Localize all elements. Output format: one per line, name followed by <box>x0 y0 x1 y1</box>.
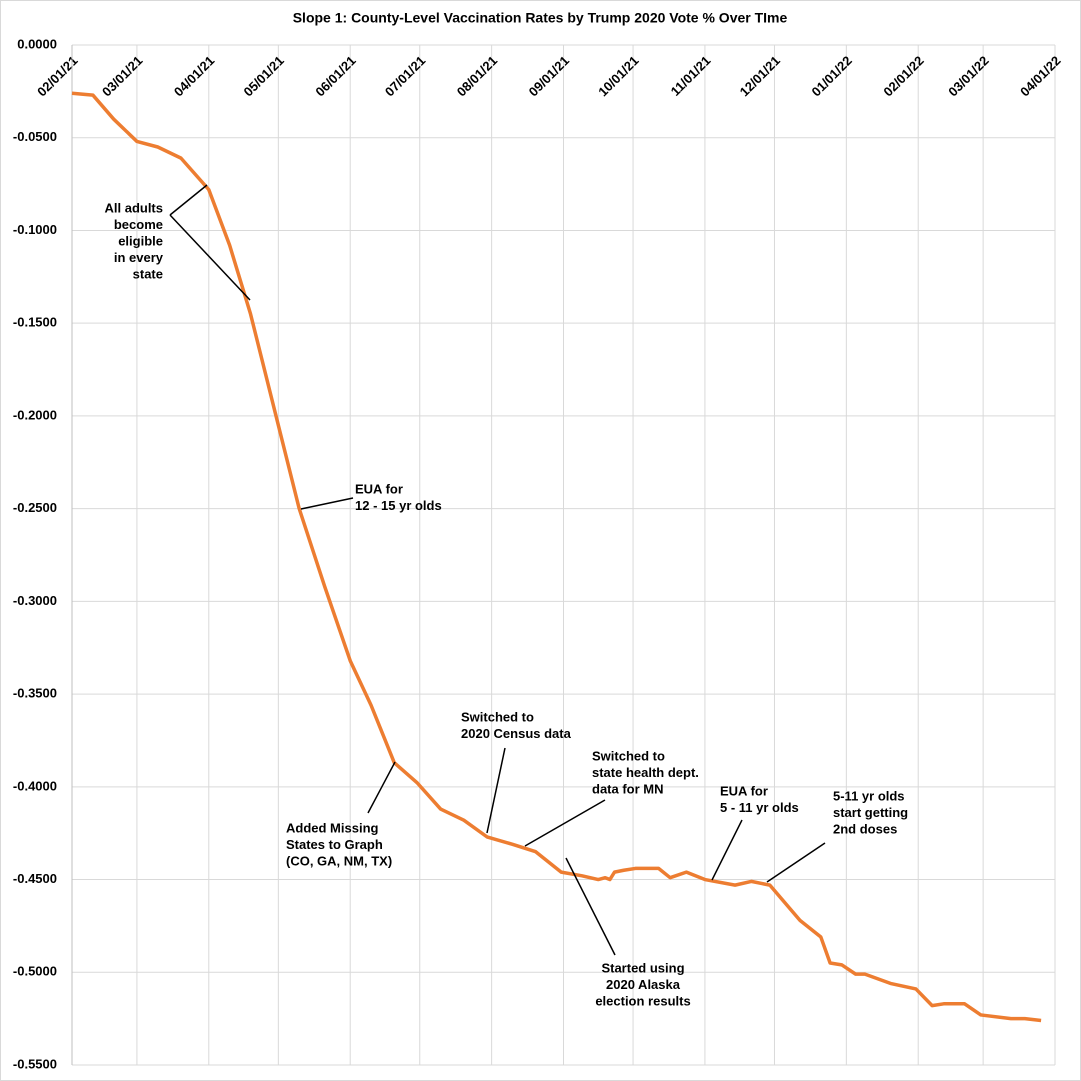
annotation-text: 5-11 yr olds <box>833 788 905 803</box>
annotation-leader <box>711 819 743 881</box>
annotation-text: in every <box>114 250 164 265</box>
y-tick-label: -0.5500 <box>13 1056 57 1071</box>
annotation-text: state <box>133 266 163 281</box>
annotation-text: EUA for <box>355 481 403 496</box>
annotation-text: Switched to <box>461 709 534 724</box>
annotation-text: state health dept. <box>592 765 699 780</box>
annotation-text: 12 - 15 yr olds <box>355 498 442 513</box>
annotation-text: All adults <box>104 200 163 215</box>
y-tick-label: -0.2500 <box>13 500 57 515</box>
annotation-leader <box>169 184 208 216</box>
annotation-text: EUA for <box>720 783 768 798</box>
annotation-leader <box>300 497 354 510</box>
annotation-leader <box>766 842 826 883</box>
y-tick-label: -0.0500 <box>13 129 57 144</box>
annotation-text: States to Graph <box>286 837 383 852</box>
annotation-leader <box>524 799 606 847</box>
annotation-text: data for MN <box>592 781 664 796</box>
annotation-leader <box>565 857 616 956</box>
y-tick-label: -0.2000 <box>13 407 57 422</box>
annotation-text: 5 - 11 yr olds <box>720 800 799 815</box>
annotation-text: start getting <box>833 805 908 820</box>
y-tick-label: -0.4500 <box>13 871 57 886</box>
annotation-text: 2nd doses <box>833 821 897 836</box>
y-tick-label: -0.4000 <box>13 778 57 793</box>
chart-title: Slope 1: County-Level Vaccination Rates … <box>293 10 788 26</box>
annotation-text: Started using <box>601 960 684 975</box>
annotation-text: Switched to <box>592 748 665 763</box>
annotation-text: 2020 Alaska <box>606 977 681 992</box>
y-tick-label: -0.3500 <box>13 686 57 701</box>
annotation-leader <box>486 747 506 834</box>
annotation-text: 2020 Census data <box>461 726 572 741</box>
y-tick-label: 0.0000 <box>17 36 57 51</box>
annotation-leader <box>169 214 251 301</box>
annotation-text: (CO, GA, NM, TX) <box>286 853 392 868</box>
annotation-text: Added Missing <box>286 820 379 835</box>
annotation-leader <box>367 761 396 814</box>
annotation-text: election results <box>595 993 690 1008</box>
y-tick-label: -0.1500 <box>13 315 57 330</box>
annotation-text: eligible <box>118 233 163 248</box>
data-line <box>71 91 1042 1023</box>
y-tick-label: -0.3000 <box>13 593 57 608</box>
y-tick-label: -0.5000 <box>13 964 57 979</box>
annotation-text: become <box>114 217 163 232</box>
y-tick-label: -0.1000 <box>13 222 57 237</box>
